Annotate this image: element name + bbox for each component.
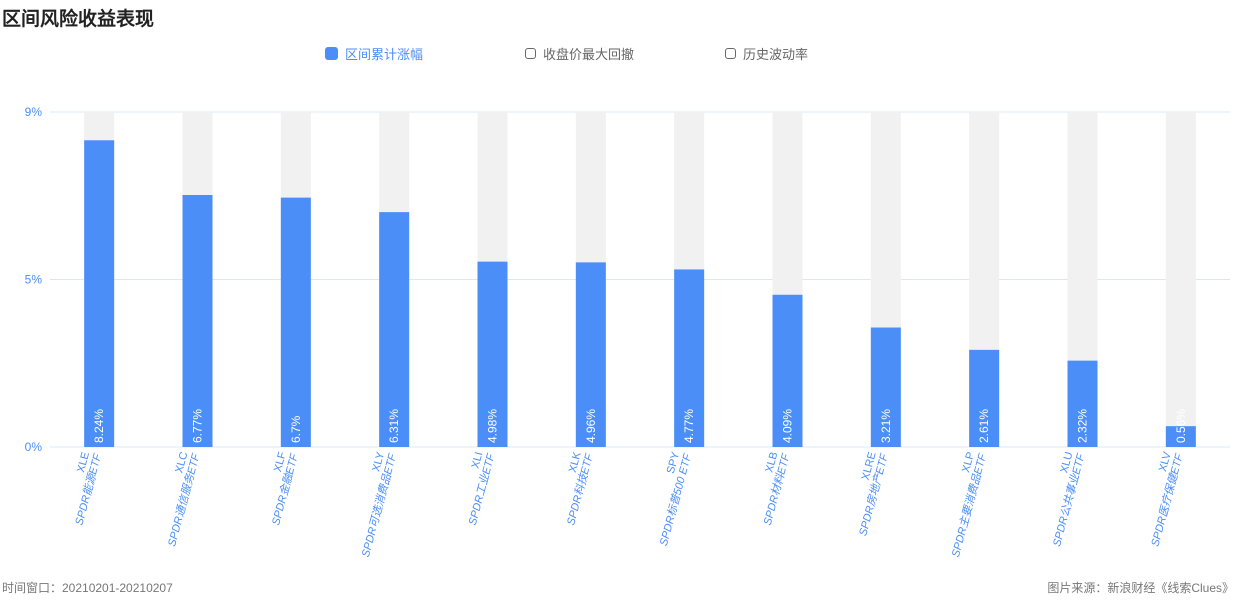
y-tick-label: 0% bbox=[25, 440, 43, 454]
data-label: 8.24% bbox=[92, 409, 106, 443]
legend: 区间累计涨幅 收盘价最大回撤 历史波动率 bbox=[0, 44, 1240, 64]
data-label: 4.09% bbox=[781, 409, 795, 443]
x-tick-label: XLU bbox=[1058, 451, 1075, 475]
x-tick-label: XLI bbox=[470, 451, 486, 470]
data-label: 6.77% bbox=[191, 409, 205, 443]
legend-checkbox-icon bbox=[325, 47, 338, 60]
data-label: 6.7% bbox=[289, 415, 303, 443]
x-tick-label: XLV bbox=[1157, 450, 1174, 473]
y-tick-label: 9% bbox=[25, 105, 43, 119]
data-label: 2.61% bbox=[977, 409, 991, 443]
legend-item-cumulative-return[interactable]: 区间累计涨幅 bbox=[325, 44, 423, 63]
bar-track bbox=[1165, 112, 1196, 447]
legend-checkbox-icon bbox=[525, 48, 536, 59]
data-label: 6.31% bbox=[387, 409, 401, 443]
bar bbox=[674, 269, 705, 447]
bar bbox=[182, 195, 213, 447]
legend-checkbox-icon bbox=[725, 48, 736, 59]
data-label: 4.98% bbox=[486, 409, 500, 443]
x-tick-label: XLC bbox=[173, 451, 190, 475]
bar bbox=[477, 261, 508, 447]
chart-title: 区间风险收益表现 bbox=[2, 9, 155, 30]
time-window-note: 时间窗口：20210201-20210207 bbox=[2, 581, 173, 595]
bar bbox=[1165, 426, 1196, 447]
bar bbox=[772, 294, 803, 447]
x-tick-label: XLF bbox=[272, 450, 289, 473]
legend-label: 收盘价最大回撤 bbox=[543, 47, 635, 62]
legend-item-max-drawdown[interactable]: 收盘价最大回撤 bbox=[525, 44, 634, 63]
x-tick-label: XLP bbox=[960, 451, 977, 474]
bar bbox=[969, 349, 1000, 447]
bar bbox=[379, 212, 410, 447]
bar bbox=[84, 140, 115, 448]
bar bbox=[870, 327, 901, 447]
legend-item-volatility[interactable]: 历史波动率 bbox=[725, 44, 808, 63]
data-label: 3.21% bbox=[879, 409, 893, 443]
data-label: 0.56% bbox=[1174, 409, 1188, 443]
x-tick-label: XLE bbox=[75, 451, 92, 474]
data-label: 2.32% bbox=[1076, 409, 1090, 443]
bar bbox=[280, 197, 311, 447]
x-tick-label: XLB bbox=[763, 451, 780, 474]
x-tick-label: XLY bbox=[370, 450, 387, 473]
y-tick-label: 5% bbox=[25, 273, 43, 287]
bar bbox=[1067, 360, 1098, 447]
legend-label: 区间累计涨幅 bbox=[345, 47, 424, 62]
data-label: 4.96% bbox=[584, 409, 598, 443]
bar bbox=[575, 262, 606, 447]
x-tick-label: XLK bbox=[567, 450, 584, 474]
legend-label: 历史波动率 bbox=[743, 47, 809, 62]
x-tick-label: SPY bbox=[665, 450, 682, 475]
data-label: 4.77% bbox=[682, 409, 696, 443]
image-source-note: 图片来源：新浪财经《线索Clues》 bbox=[1047, 581, 1234, 595]
